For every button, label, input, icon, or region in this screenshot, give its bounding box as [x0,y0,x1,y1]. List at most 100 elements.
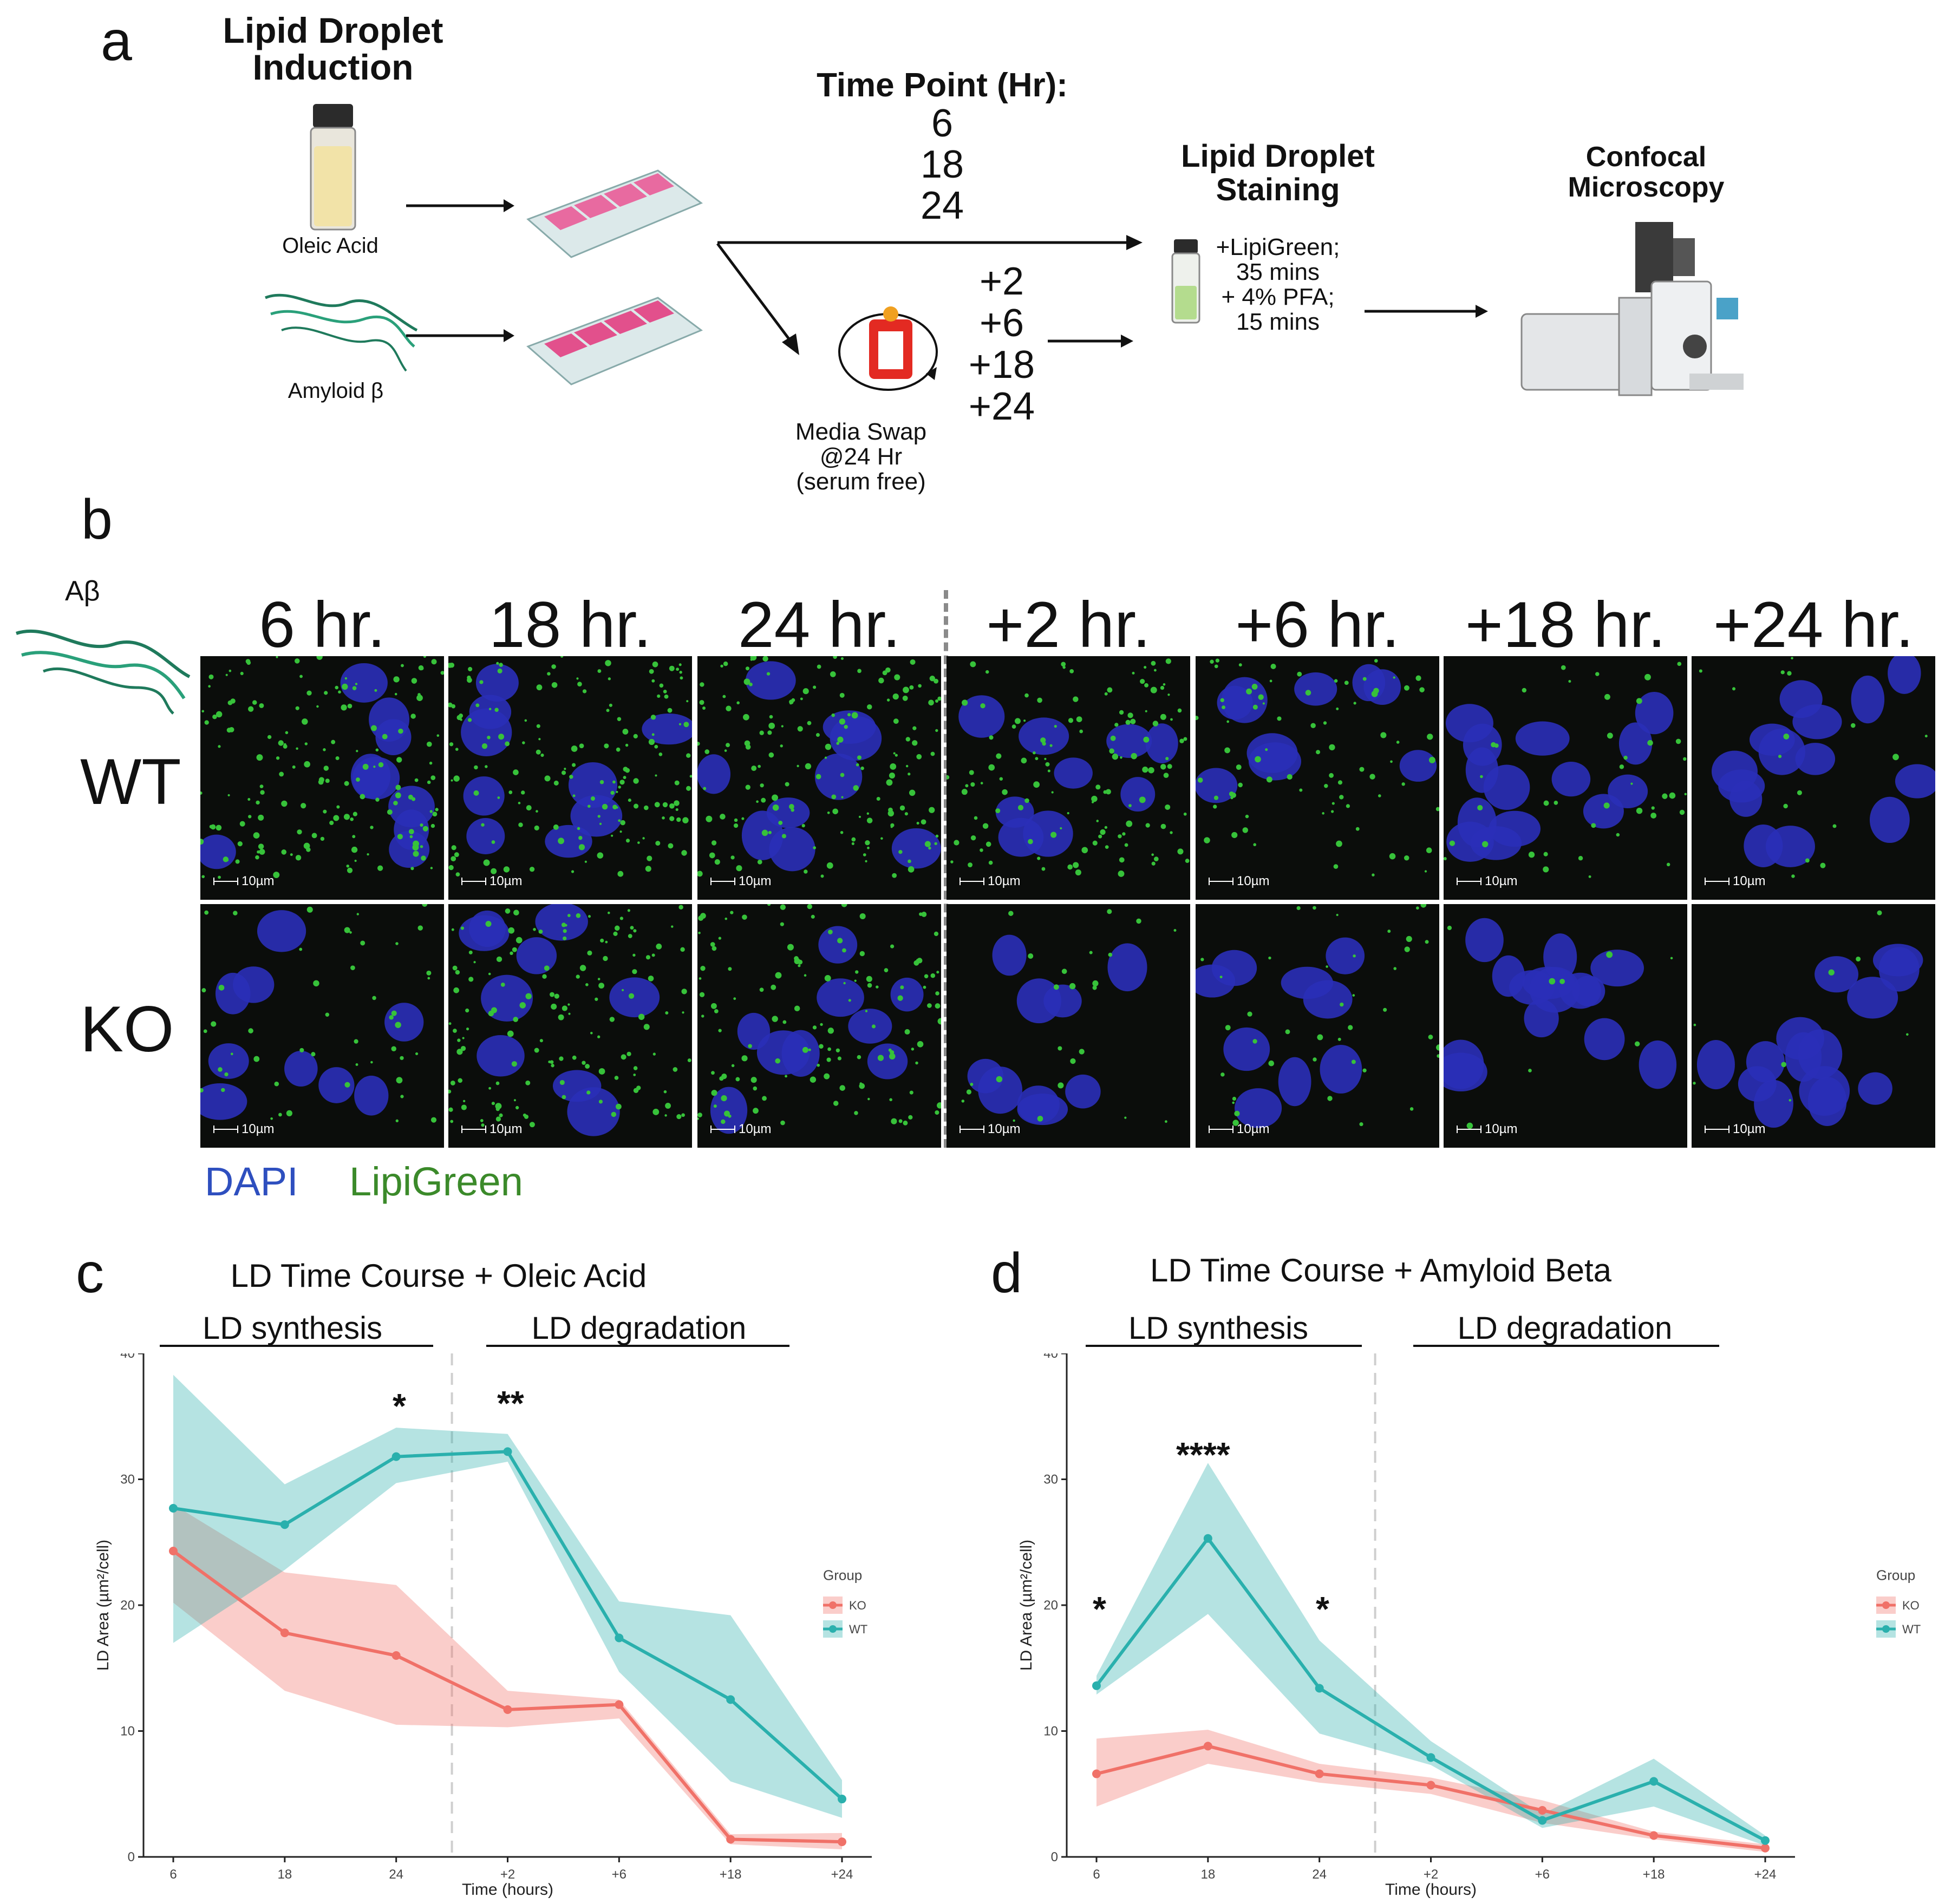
nucleus [535,904,588,941]
lipid-droplet [578,835,583,840]
lipid-droplet [1820,862,1826,868]
lipid-droplet [1143,736,1150,743]
point-wt [1203,1534,1212,1543]
lipid-droplet [538,929,543,934]
lipid-droplet [617,871,624,877]
lipid-droplet [1340,1002,1344,1007]
lipid-droplet [1242,827,1248,833]
lipid-droplet [745,744,751,750]
lipid-droplet [652,661,658,668]
nucleus [818,926,858,964]
lipid-droplet [400,1095,404,1098]
lipid-droplet [1204,837,1210,843]
lipid-droplet [798,964,801,967]
lipid-droplet [767,730,772,735]
lipid-droplet [859,913,866,919]
lipid-droplet [1528,1069,1532,1072]
point-ko [726,1835,735,1844]
lipid-droplet [1050,832,1057,838]
lipid-droplet [1253,843,1257,847]
lipid-droplet [200,791,203,795]
lipid-droplet [519,1002,526,1009]
lipid-droplet [728,1114,732,1118]
lipid-droplet [609,703,612,707]
lipid-droplet [579,743,584,749]
culture-plate-icon [526,297,703,385]
lipid-droplet [395,784,401,790]
lipid-droplet [961,1100,965,1103]
lipid-droplet [1220,698,1224,703]
point-wt [280,1520,289,1529]
lipid-droplet [1023,719,1026,722]
lipid-droplet [836,742,840,745]
lipid-droplet [430,867,433,869]
nucleus [1744,824,1783,867]
lipid-droplet [680,947,685,952]
lipid-droplet [750,658,753,661]
lipid-droplet [767,904,771,906]
lipid-droplet [356,750,358,753]
nucleus [318,1067,355,1103]
lipid-droplet [720,664,723,668]
lipid-droplet [935,729,938,732]
lipid-droplet [791,698,795,702]
lipid-droplet [681,1113,685,1117]
lipid-droplet [430,823,435,828]
lipid-droplet [980,703,985,709]
lipid-droplet [1214,664,1218,669]
lipid-droplet [567,1003,570,1006]
y-tick-label: 40 [1043,1353,1058,1361]
lipid-droplet [467,675,471,680]
lipid-droplet [1268,956,1271,960]
lipid-droplet [912,740,918,746]
lipid-droplet [1604,693,1610,700]
nucleus [1872,944,1923,977]
lipid-droplet [1014,718,1021,724]
lipid-droplet [200,839,204,845]
lipid-droplet [505,908,511,914]
lipid-droplet [401,664,404,668]
lipid-droplet [344,781,349,786]
y-tick-label: 10 [1043,1724,1058,1739]
lipid-droplet [857,1055,861,1059]
lipid-droplet [1679,809,1685,815]
lipid-droplet [840,830,844,834]
lipid-droplet [391,1010,397,1016]
lipid-droplet [599,780,604,784]
lipid-droplet [1559,978,1565,984]
nucleus [710,1087,748,1134]
point-wt [1426,1753,1435,1762]
lipid-droplet [1317,1034,1323,1041]
lipid-droplet [921,819,926,825]
lipid-droplet [278,740,284,746]
lipid-droplet [564,768,566,770]
lipid-droplet [479,680,484,684]
lipid-droplet [654,802,660,808]
nucleus [1145,723,1178,763]
lipid-droplet [1114,723,1119,727]
y-tick-label: 30 [120,1473,135,1487]
lipid-droplet [1269,679,1272,683]
lipid-droplet [813,685,817,689]
lipid-droplet [1369,774,1375,780]
lipid-droplet [440,671,444,675]
lipid-droplet [970,782,975,787]
lipid-droplet [758,764,761,768]
lipid-droplet [625,839,630,843]
lipid-droplet [457,1038,461,1042]
lipid-droplet [935,991,939,996]
lipid-droplet [1449,840,1456,846]
lipid-droplet [1232,1120,1239,1126]
lipid-droplet [324,691,328,695]
lipid-droplet [851,842,854,845]
lipid-droplet [576,974,580,979]
nucleus [1847,977,1898,1019]
lipid-droplet [375,797,380,802]
lipid-droplet [1336,840,1342,847]
lipid-droplet [503,866,510,873]
micrograph-cells [200,656,444,879]
lipid-droplet [912,726,917,730]
lipid-droplet [1110,735,1116,741]
lipid-droplet [296,747,298,750]
nucleus [1749,723,1795,756]
